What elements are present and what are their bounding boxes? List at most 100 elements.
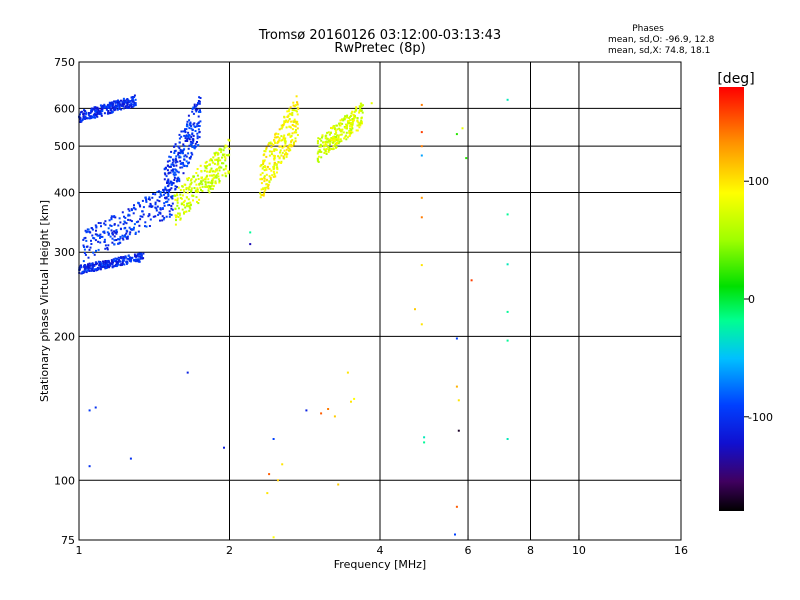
data-point [185, 134, 188, 137]
data-point [92, 263, 95, 266]
data-point [186, 196, 188, 199]
data-point [278, 139, 281, 142]
data-point [190, 151, 193, 154]
data-points [78, 94, 509, 539]
data-point [170, 169, 173, 172]
data-point [80, 264, 82, 267]
data-point [174, 194, 177, 197]
data-point [186, 135, 188, 138]
data-point [291, 124, 294, 126]
data-point [121, 237, 124, 240]
data-point [199, 182, 202, 185]
data-point [344, 135, 347, 138]
data-point [83, 109, 86, 112]
data-point [163, 216, 166, 219]
data-point [284, 120, 287, 123]
data-point [196, 123, 199, 126]
data-point [83, 246, 85, 248]
data-point [333, 125, 335, 128]
data-point [189, 207, 192, 210]
data-point [259, 178, 262, 181]
data-point [188, 134, 191, 137]
data-point [284, 137, 287, 140]
data-point [122, 107, 125, 110]
data-point [100, 264, 103, 267]
data-point [196, 135, 199, 138]
data-point [194, 142, 197, 145]
data-point [181, 194, 184, 197]
data-point [260, 164, 263, 166]
data-point [215, 176, 218, 179]
data-point [145, 200, 148, 203]
data-point [199, 111, 202, 113]
data-point [341, 128, 344, 131]
data-point [105, 108, 108, 111]
data-point [420, 145, 423, 148]
data-point [330, 126, 333, 129]
data-point [179, 156, 182, 159]
data-point [194, 130, 197, 132]
data-point [99, 233, 102, 236]
data-point [111, 266, 114, 269]
data-point [457, 429, 460, 432]
data-point [208, 181, 211, 184]
data-point [184, 128, 186, 131]
data-point [83, 252, 86, 254]
data-point [228, 170, 231, 173]
data-point [273, 173, 276, 175]
data-point [268, 473, 271, 476]
data-point [166, 200, 169, 203]
data-point [268, 162, 271, 165]
data-point [212, 185, 215, 188]
data-point [184, 210, 186, 213]
data-point [296, 106, 299, 109]
data-point [176, 204, 179, 207]
data-point [121, 103, 124, 106]
data-point [357, 121, 360, 124]
data-point [107, 232, 110, 235]
data-point [219, 166, 222, 169]
data-point [90, 227, 93, 230]
data-point [293, 109, 296, 112]
data-point [98, 110, 101, 113]
data-point [137, 255, 140, 258]
data-point [127, 99, 130, 102]
stats-o-mode: mean, sd,O: -96.9, 12.8 [608, 35, 715, 45]
data-point [361, 111, 364, 114]
data-point [330, 131, 332, 134]
data-point [200, 170, 203, 172]
data-point [335, 131, 338, 134]
data-point [186, 371, 189, 374]
stats-heading: Phases [632, 24, 664, 34]
data-point [187, 198, 190, 201]
data-point [192, 134, 195, 137]
data-point [355, 106, 358, 109]
data-point [184, 140, 187, 142]
data-point [325, 137, 328, 140]
data-point [356, 129, 359, 132]
data-point [100, 107, 103, 110]
data-point [81, 271, 84, 273]
chart-subtitle: RwPretec (8p) [334, 41, 425, 56]
data-point [259, 165, 262, 168]
y-tick-label: 200 [54, 330, 75, 343]
data-point [274, 141, 276, 144]
data-point [506, 339, 509, 342]
data-point [317, 150, 320, 153]
data-point [106, 247, 109, 249]
data-point [193, 122, 196, 125]
data-point [170, 205, 173, 207]
data-point [284, 144, 287, 147]
data-point [112, 102, 114, 105]
data-point [199, 120, 202, 123]
data-point [147, 198, 150, 200]
data-point [168, 210, 171, 213]
data-point [198, 96, 201, 99]
data-point [224, 157, 227, 160]
data-point [121, 101, 124, 104]
data-point [281, 125, 284, 128]
data-point [506, 263, 509, 266]
data-point [142, 257, 145, 260]
data-point [217, 175, 220, 178]
data-point [115, 231, 118, 233]
